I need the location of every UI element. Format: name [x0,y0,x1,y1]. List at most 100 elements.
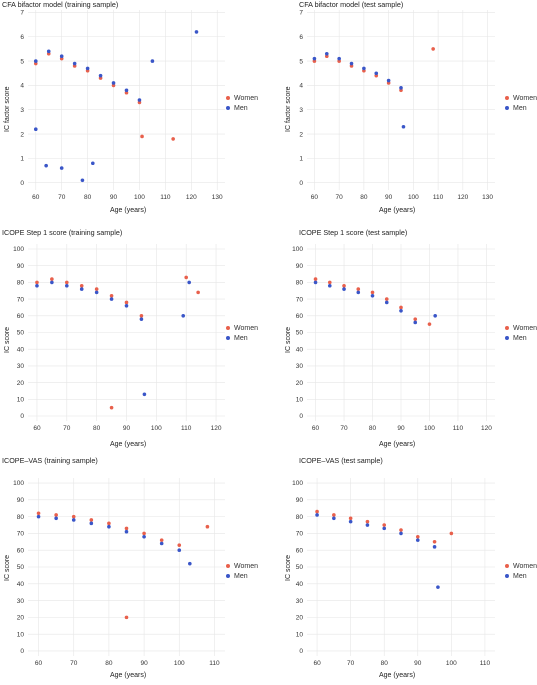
chart-title: ICOPE–VAS (training sample) [2,456,98,465]
chart-title: CFA bifactor model (training sample) [2,0,119,9]
y-tick-label: 0 [299,648,303,655]
data-point-men [433,314,437,318]
x-tick-label: 80 [105,660,113,667]
data-point-women [109,293,114,298]
data-point-men [54,516,58,521]
y-tick-label: 50 [17,564,25,571]
x-tick-label: 80 [369,425,377,432]
y-tick-label: 40 [296,581,304,588]
x-tick-label: 80 [360,194,368,201]
x-tick-label: 130 [212,194,223,201]
data-point-men [33,127,38,131]
y-tick-label: 5 [20,58,24,65]
data-point-men [188,561,192,566]
y-tick-label: 60 [296,313,304,320]
data-point-men [85,66,90,71]
y-tick-label: 4 [20,83,24,90]
y-tick-label: 100 [292,480,303,487]
y-tick-label: 20 [17,615,25,622]
data-point-men [332,516,336,521]
data-point-men [312,56,317,61]
y-tick-label: 80 [296,280,304,287]
chart-title: CFA bifactor model (test sample) [299,0,404,9]
legend-item-women: Women [226,93,258,103]
y-tick-label: 70 [17,531,25,538]
chart-title: ICOPE Step 1 score (training sample) [2,228,123,237]
data-point-women [431,47,435,51]
data-point-men [386,78,391,83]
data-point-men [313,280,318,285]
data-point-men [79,287,84,291]
x-tick-label: 110 [181,425,192,432]
data-point-women [427,322,432,326]
data-point-men [337,56,341,61]
data-point-men [401,124,406,129]
x-tick-label: 110 [433,194,444,201]
data-point-men [46,49,51,54]
data-point-men [324,51,329,56]
x-tick-label: 90 [397,425,405,432]
legend-item-women: Women [226,561,258,571]
data-point-women [159,538,164,542]
scatter-plot: 60 70 80 90 100 110 0 10 20 30 40 50 60 70 80 90 100 [292,478,495,667]
y-tick-label: 7 [20,10,24,17]
y-tick-label: 10 [296,396,304,403]
x-tick-label: 80 [381,660,389,667]
x-axis-label: Age (years) [379,207,416,214]
legend-item-men: Men [505,571,537,581]
data-point-men [91,161,95,166]
legend: Women Men [226,323,258,343]
data-point-men [187,280,191,285]
y-tick-label: 6 [20,34,24,41]
data-point-men [94,290,99,295]
data-point-women [415,534,420,539]
y-tick-label: 1 [299,156,303,163]
data-point-men [365,523,370,527]
x-tick-label: 70 [347,660,355,667]
data-point-men [142,392,147,397]
y-tick-label: 40 [17,581,25,588]
legend-label: Women [234,94,258,102]
data-point-men [124,88,129,93]
legend-label: Women [513,324,537,332]
y-tick-label: 50 [296,330,304,337]
x-tick-label: 70 [336,194,344,201]
data-point-men [142,534,146,539]
y-tick-label: 10 [17,396,25,403]
x-tick-label: 80 [84,194,92,201]
data-point-men [107,524,111,529]
x-tick-label: 120 [457,194,468,201]
x-axis-label: Age (years) [110,207,147,214]
data-point-men [124,303,129,308]
data-point-men [362,66,366,71]
y-tick-label: 70 [296,531,304,538]
y-tick-label: 6 [299,34,303,41]
x-tick-label: 120 [186,194,197,201]
legend-label: Men [234,104,248,112]
data-point-women [79,283,84,288]
women-marker [226,96,230,100]
data-point-women [124,615,129,620]
x-tick-label: 100 [424,425,435,432]
data-point-women [177,543,182,547]
legend: Women Men [226,93,258,113]
data-point-men [370,293,375,298]
x-tick-label: 90 [110,194,118,201]
data-point-men [44,163,48,168]
data-point-men [72,61,77,66]
y-tick-label: 30 [296,598,304,605]
x-tick-label: 80 [93,425,101,432]
data-point-women [313,277,318,281]
data-point-men [349,61,354,66]
data-point-men [139,317,144,321]
men-marker [226,336,230,340]
y-tick-label: 90 [296,497,304,504]
y-tick-label: 3 [20,107,24,114]
y-tick-label: 50 [296,564,304,571]
y-tick-label: 40 [296,346,304,353]
data-point-men [59,166,64,170]
data-point-men [413,320,418,325]
data-point-men [150,59,155,63]
x-tick-label: 60 [311,194,319,201]
